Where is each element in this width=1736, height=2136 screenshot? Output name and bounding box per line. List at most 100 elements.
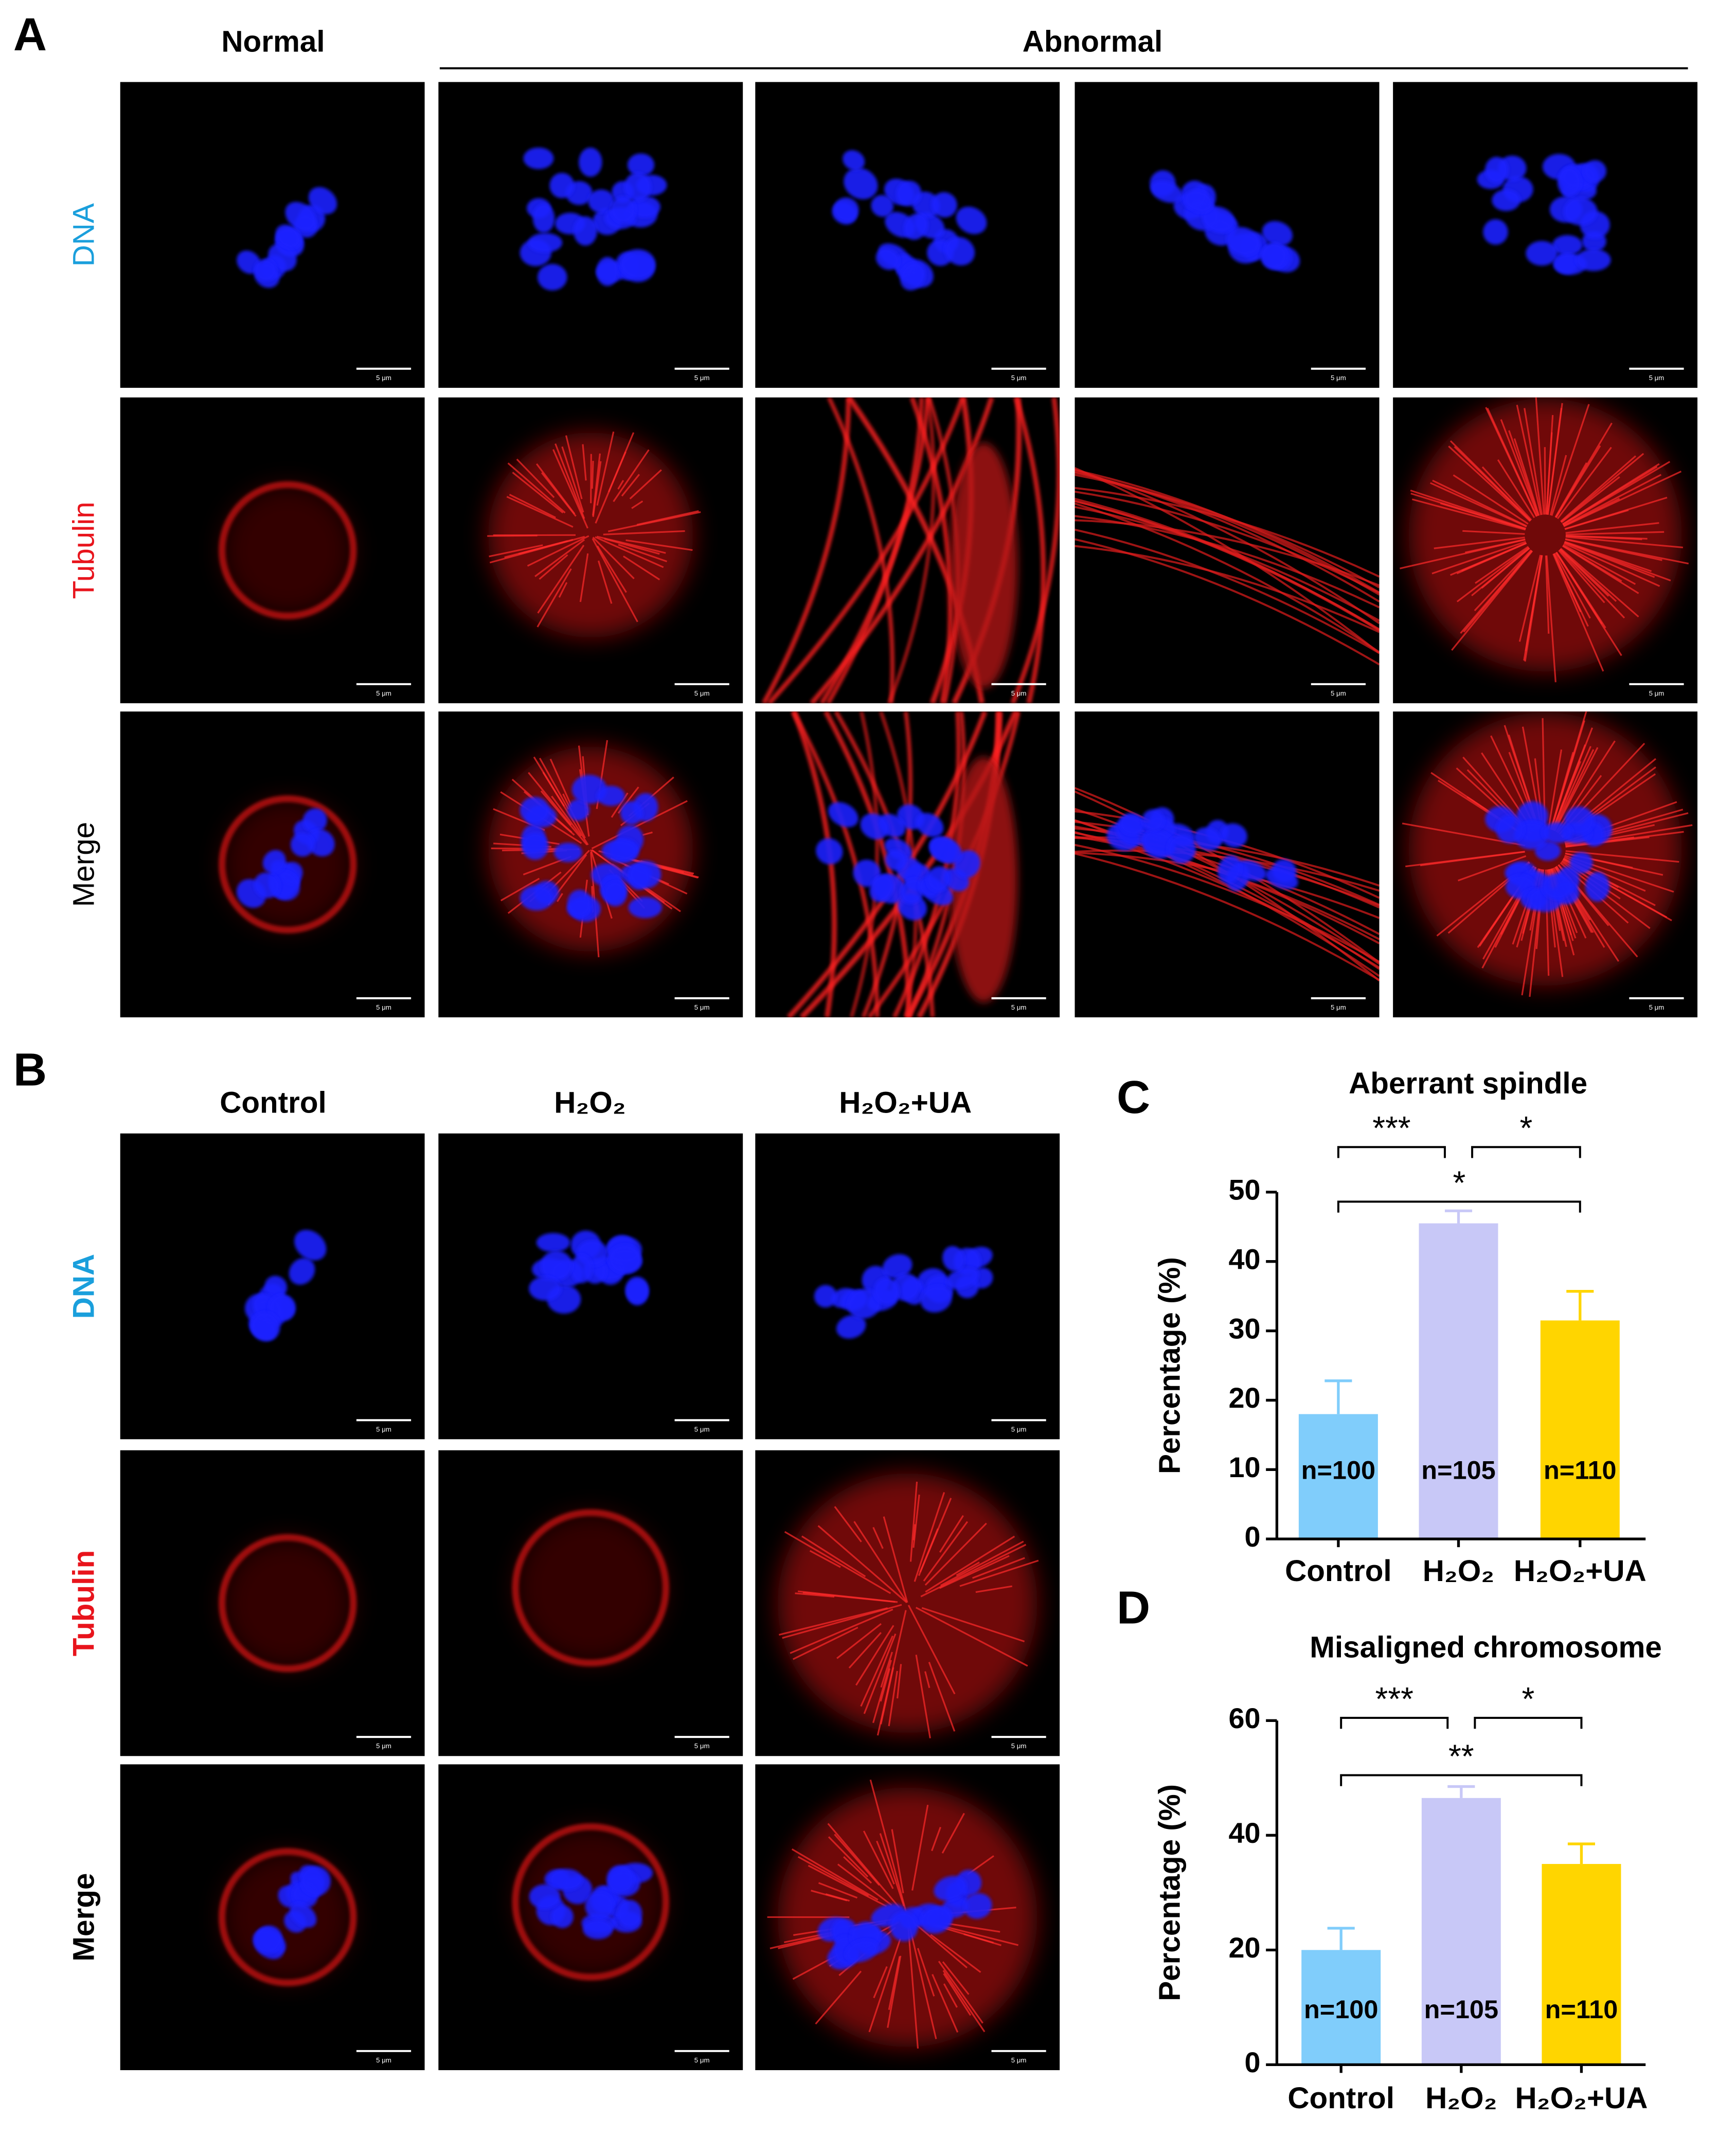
y-tick-label: 40 — [1229, 1817, 1261, 1849]
micrograph: 5 μm — [120, 711, 425, 1018]
microtubule — [506, 496, 574, 528]
microtubule — [625, 539, 693, 551]
chromosome — [1226, 227, 1261, 256]
chromosome — [536, 1233, 570, 1252]
microtubule — [596, 431, 615, 506]
chromosome — [871, 195, 894, 217]
chromosome — [814, 1285, 837, 1308]
tubulin-haze — [488, 433, 693, 638]
chromosome — [254, 872, 280, 899]
microtubule — [795, 1592, 835, 1598]
microtubule — [818, 1882, 858, 1899]
microtubule — [1075, 502, 1380, 653]
tubulin-haze — [222, 1537, 353, 1669]
microtubule — [819, 397, 930, 704]
microtubule — [1554, 552, 1591, 619]
microtubule — [1553, 553, 1589, 627]
microtubule — [848, 1632, 882, 1668]
chromosome — [254, 1925, 282, 1954]
microtubule — [928, 1662, 956, 1732]
error-bar — [1444, 1209, 1473, 1224]
micrograph: 5 μm — [120, 82, 425, 388]
tubulin-haze — [222, 484, 353, 616]
microtubule — [880, 1652, 893, 1688]
chromosome — [549, 173, 575, 199]
micrograph: 5 μm — [120, 1450, 425, 1756]
micrograph: 5 μm — [1393, 397, 1698, 704]
chromosome — [520, 885, 553, 911]
chromosome — [845, 1940, 879, 1963]
chromosome — [1194, 827, 1222, 851]
microtubule — [1550, 720, 1585, 830]
microtubule — [791, 1848, 879, 1901]
tubulin-signal — [761, 397, 1060, 704]
microtubule — [1075, 528, 1380, 654]
chromosome — [573, 216, 598, 246]
scale-bar-label: 5 μm — [694, 689, 710, 697]
microtubule — [1552, 727, 1594, 831]
microtubule — [797, 1590, 898, 1603]
microtubule — [592, 536, 635, 580]
chromosome — [828, 802, 858, 828]
microtubule — [579, 553, 589, 602]
chromosome — [1576, 248, 1611, 272]
microtubule — [888, 1956, 901, 2010]
microtubule — [907, 1918, 937, 2039]
dna-signal — [529, 1230, 649, 1314]
microtubule — [784, 1531, 891, 1594]
microtubule — [837, 1863, 892, 1906]
bar — [1301, 1950, 1381, 2065]
microtubule — [533, 756, 565, 807]
chromosome — [617, 1899, 642, 1928]
chromosome — [944, 237, 975, 266]
chromosome — [816, 838, 843, 865]
panel-label: B — [13, 1044, 47, 1096]
micrograph: 5 μm — [1075, 82, 1380, 388]
dna-signal — [520, 775, 662, 922]
chromosome — [603, 881, 627, 907]
scale-bar-label: 5 μm — [1331, 1003, 1346, 1011]
microtubule — [592, 538, 638, 622]
significance-bracket — [1474, 1717, 1583, 1729]
microtubule — [1553, 749, 1595, 831]
chromosome — [1151, 181, 1183, 203]
microtubule — [872, 1527, 884, 1549]
panel-label: A — [13, 9, 47, 61]
microtubule — [880, 1668, 891, 1702]
microtubule — [1524, 408, 1543, 515]
x-tick-label: Control — [1285, 1554, 1392, 1588]
y-tick-label: 20 — [1229, 1382, 1261, 1414]
microtubule — [1563, 543, 1660, 587]
micrograph: 5 μm — [1075, 711, 1380, 1018]
tubulin-haze — [949, 757, 1018, 1003]
y-tick-label: 20 — [1229, 1932, 1261, 1964]
chromosome — [1167, 834, 1196, 864]
chromosome — [931, 192, 957, 218]
row-label: DNA — [67, 1254, 101, 1319]
scale-bar-label: 5 μm — [376, 374, 391, 382]
chromosome — [601, 839, 637, 862]
chromosome — [308, 187, 337, 214]
tubulin-signal — [219, 1534, 357, 1673]
microtubule — [621, 474, 640, 497]
error-bar — [1566, 1290, 1594, 1321]
microtubule — [863, 1634, 897, 1714]
microtubule — [618, 544, 668, 563]
microtubule — [811, 1890, 848, 1901]
microtubule — [509, 494, 556, 518]
microtubule — [1561, 476, 1620, 523]
chromosome — [843, 150, 865, 171]
scale-bar-label: 5 μm — [1649, 689, 1665, 697]
significance-label: * — [1522, 1680, 1535, 1717]
bar — [1419, 1223, 1498, 1539]
chromosome — [1542, 873, 1573, 900]
micrograph-background — [1393, 82, 1698, 388]
microtubule — [1546, 555, 1556, 683]
chromosome — [942, 1246, 965, 1272]
microtubule — [1555, 445, 1601, 518]
chromosome — [541, 1250, 572, 1281]
chart-title: Misaligned chromosome — [1310, 1631, 1662, 1664]
chromosome — [627, 153, 655, 176]
microtubule — [1075, 843, 1380, 963]
column-heading: H₂O₂+UA — [839, 1086, 972, 1119]
